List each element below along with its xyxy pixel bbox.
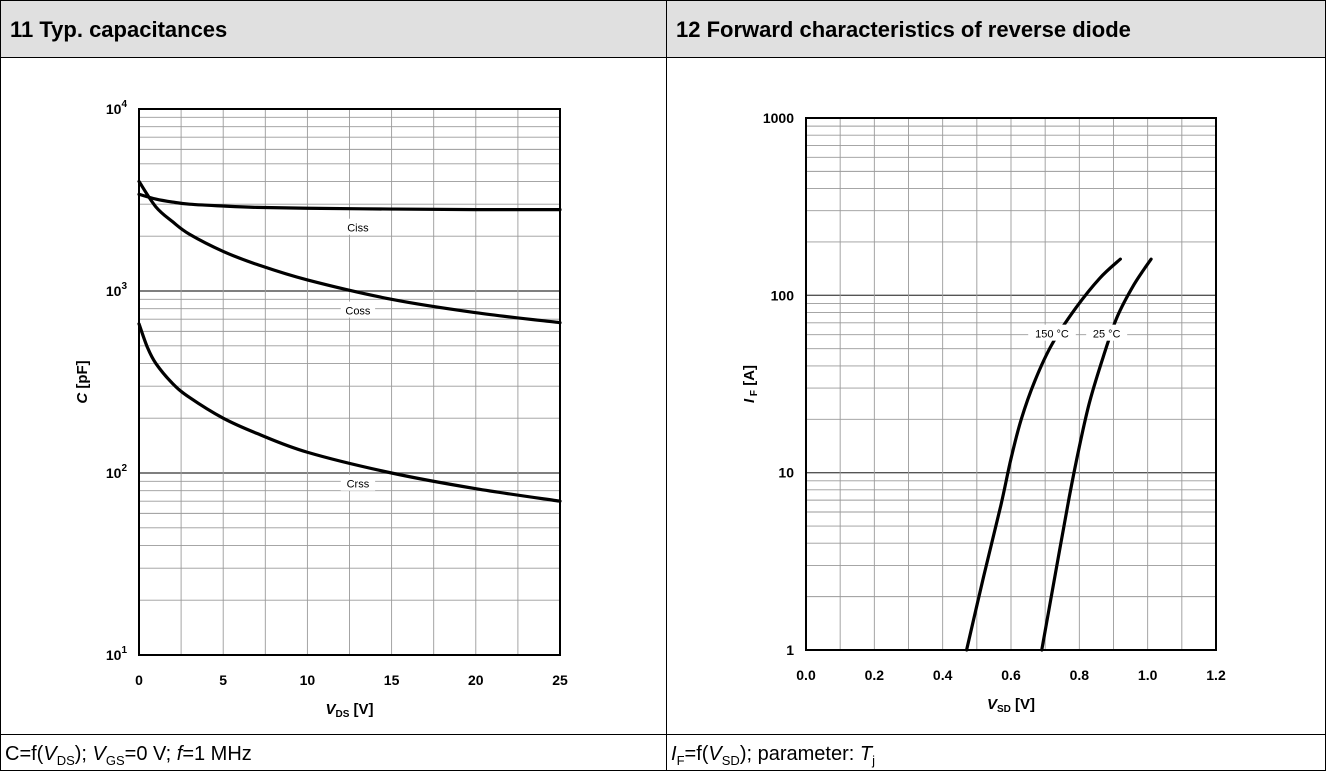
- caption-symbol: V: [708, 743, 722, 765]
- forward-diode-chart: 0.0 0.2 0.4 0.6 0.8 1.0 1.2 1 10 100 1000 VSD [V] I …: [741, 110, 1226, 715]
- series-label: Coss: [345, 306, 371, 318]
- x-tick-label: 0.6: [1001, 667, 1021, 683]
- x-tick-label: 0.8: [1070, 667, 1090, 683]
- plot-frame: [805, 117, 1217, 651]
- x-tick-label: 25: [552, 672, 568, 688]
- series-label-background: [340, 218, 376, 235]
- y-tick-label: 1000: [763, 110, 794, 126]
- y-axis-label: I F [A]: [741, 365, 760, 403]
- y-axis-label: C [pF]: [74, 360, 91, 403]
- chart-panel-capacitances: [0, 58, 667, 735]
- caption-text: ); parameter:: [739, 743, 860, 765]
- caption-symbol: V: [92, 743, 106, 765]
- series-line-25c: [1040, 257, 1153, 652]
- x-tick-label: 1.0: [1138, 667, 1158, 683]
- x-tick-label: 10: [300, 672, 316, 688]
- y-tick-label: 101: [106, 645, 128, 663]
- y-tick-label: 103: [106, 281, 128, 299]
- capacitance-chart: 0 5 10 15 20 25 101 102 103 104 VDS [V] C [pF] Ciss C…: [74, 99, 568, 720]
- series-label-background: [1028, 324, 1076, 341]
- panel-title-capacitances: 11 Typ. capacitances: [0, 0, 667, 58]
- x-tick-label: 1.2: [1206, 667, 1226, 683]
- series-label-background: [340, 474, 376, 491]
- caption-symbol: I: [671, 743, 677, 765]
- y-tick-label: 102: [106, 463, 128, 481]
- x-tick-label: 20: [468, 672, 484, 688]
- x-tick-label: 0: [135, 672, 143, 688]
- x-tick-label: 15: [384, 672, 400, 688]
- caption-subscript: F: [676, 753, 685, 768]
- x-tick-label: 0.4: [933, 667, 953, 683]
- caption-text: =f(: [684, 743, 709, 765]
- series-line-coss: [137, 179, 562, 325]
- caption-text: );: [74, 743, 93, 765]
- caption-text: =0 V;: [124, 743, 177, 765]
- caption-text: =1 MHz: [182, 743, 252, 765]
- caption-subscript: SD: [721, 753, 740, 768]
- series-label: Ciss: [347, 223, 369, 235]
- y-tick-label: 1: [786, 642, 794, 658]
- y-tick-label: 104: [106, 99, 128, 117]
- caption-symbol: T: [859, 743, 873, 765]
- caption-subscript: j: [872, 753, 875, 768]
- series-label: 150 °C: [1035, 329, 1069, 341]
- caption-text: C=f(: [5, 743, 44, 765]
- x-axis-label: VDS [V]: [325, 701, 373, 720]
- series-label-background: [1086, 324, 1128, 341]
- x-tick-label: 0.2: [865, 667, 885, 683]
- x-tick-label: 0.0: [796, 667, 816, 683]
- x-tick-label: 5: [219, 672, 227, 688]
- plot-frame: [138, 108, 561, 656]
- series-label-background: [340, 301, 376, 318]
- y-tick-label: 10: [778, 465, 794, 481]
- panel-title-forward-characteristics: 12 Forward characteristics of reverse di…: [666, 0, 1326, 58]
- series-line-ciss: [137, 192, 562, 212]
- series-label: Crss: [347, 479, 370, 491]
- caption-subscript: DS: [56, 753, 75, 768]
- series-line-crss: [137, 322, 562, 503]
- caption-symbol: V: [43, 743, 57, 765]
- series-label: 25 °C: [1093, 329, 1121, 341]
- series-line-150c: [964, 257, 1122, 652]
- caption-subscript: GS: [105, 753, 125, 768]
- x-axis-label: VSD [V]: [987, 696, 1035, 715]
- y-tick-label: 100: [771, 287, 795, 303]
- caption-symbol: f: [176, 743, 183, 765]
